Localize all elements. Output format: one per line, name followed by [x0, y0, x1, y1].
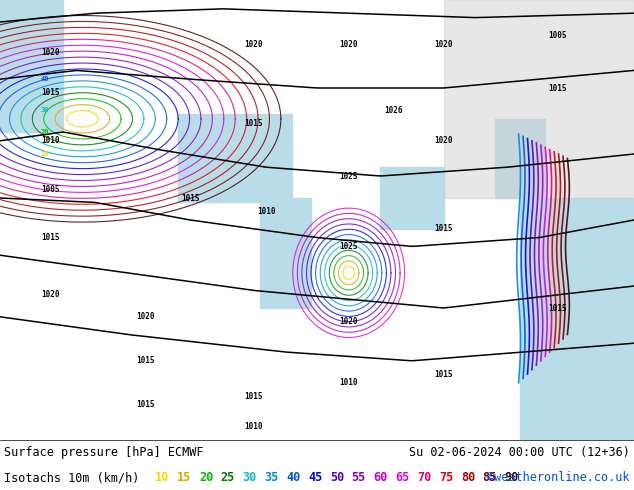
Bar: [444, 0, 634, 198]
Text: 1020: 1020: [136, 312, 155, 321]
Text: 20: 20: [40, 129, 49, 135]
Text: 1010: 1010: [339, 378, 358, 387]
Text: 1015: 1015: [41, 88, 60, 97]
Text: 50: 50: [330, 471, 344, 484]
Bar: [520, 198, 634, 440]
Text: 55: 55: [352, 471, 366, 484]
Text: 40: 40: [286, 471, 301, 484]
Text: 1015: 1015: [136, 356, 155, 366]
Text: 1020: 1020: [41, 290, 60, 299]
Text: 1026: 1026: [384, 105, 403, 115]
Text: 1020: 1020: [339, 40, 358, 49]
Text: 1025: 1025: [339, 172, 358, 180]
Text: 45: 45: [308, 471, 322, 484]
Text: 1015: 1015: [136, 400, 155, 409]
Text: 1015: 1015: [244, 119, 263, 128]
Text: 60: 60: [373, 471, 388, 484]
Text: 25: 25: [221, 471, 235, 484]
Text: 35: 35: [264, 471, 279, 484]
Text: 90: 90: [505, 471, 519, 484]
Text: 1015: 1015: [244, 392, 263, 400]
Text: ©weatheronline.co.uk: ©weatheronline.co.uk: [487, 471, 630, 484]
Text: Su 02-06-2024 00:00 UTC (12+36): Su 02-06-2024 00:00 UTC (12+36): [409, 446, 630, 459]
Text: 40: 40: [40, 76, 49, 82]
Bar: [495, 119, 545, 198]
Text: 1015: 1015: [181, 194, 200, 202]
Text: 1005: 1005: [548, 31, 567, 40]
Text: 10: 10: [155, 471, 169, 484]
Text: 65: 65: [396, 471, 410, 484]
Text: 20: 20: [199, 471, 213, 484]
Text: 1015: 1015: [434, 224, 453, 233]
Text: 1020: 1020: [244, 40, 263, 49]
Text: 30: 30: [40, 107, 49, 113]
Text: 1020: 1020: [339, 317, 358, 326]
Bar: [0, 0, 63, 132]
Text: 80: 80: [461, 471, 475, 484]
Text: 85: 85: [482, 471, 497, 484]
Text: 10: 10: [40, 151, 49, 157]
Text: 70: 70: [417, 471, 431, 484]
Text: 1015: 1015: [41, 233, 60, 242]
Bar: [380, 167, 444, 229]
Text: 30: 30: [243, 471, 257, 484]
Text: 15: 15: [177, 471, 191, 484]
Text: Isotachs 10m (km/h): Isotachs 10m (km/h): [4, 471, 140, 484]
Bar: [178, 114, 292, 202]
Text: 1010: 1010: [41, 136, 60, 146]
Text: Surface pressure [hPa] ECMWF: Surface pressure [hPa] ECMWF: [4, 446, 204, 459]
Bar: [260, 198, 311, 308]
Text: 1020: 1020: [434, 40, 453, 49]
Text: 1020: 1020: [41, 49, 60, 57]
Text: 1015: 1015: [548, 83, 567, 93]
Text: 1015: 1015: [434, 369, 453, 378]
Text: 1015: 1015: [548, 303, 567, 313]
Text: 1020: 1020: [434, 136, 453, 146]
Text: 1025: 1025: [339, 242, 358, 251]
Text: 75: 75: [439, 471, 453, 484]
Text: 1010: 1010: [257, 207, 276, 216]
Text: 1005: 1005: [41, 185, 60, 194]
Text: 1010: 1010: [244, 422, 263, 431]
